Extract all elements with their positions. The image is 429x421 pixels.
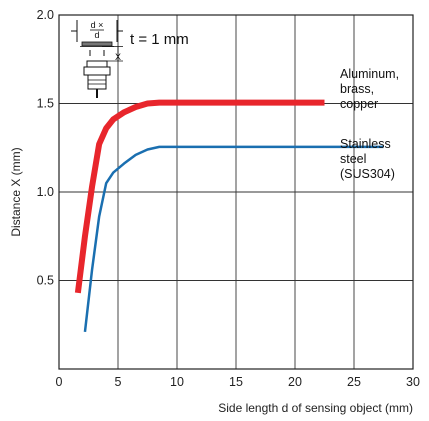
y-tick-label-2.0: 2.0	[37, 8, 54, 22]
legend-aluminum-line-2: brass,	[340, 82, 374, 96]
x-tick-label-20: 20	[288, 375, 302, 389]
y-tick-label-0.5: 0.5	[37, 274, 54, 288]
sensor-diagram-icon: d × d X	[71, 20, 123, 98]
tick-labels: 0 5 10 15 20 25 30 0.5 1.0 1.5 2.0	[37, 8, 420, 389]
y-tick-label-1.5: 1.5	[37, 97, 54, 111]
series-layer	[74, 99, 384, 332]
x-tick-label-10: 10	[170, 375, 184, 389]
series-line-1	[83, 145, 384, 332]
x-tick-label-0: 0	[56, 375, 63, 389]
x-tick-label-30: 30	[406, 375, 420, 389]
legend-aluminum-line-3: copper	[340, 97, 378, 111]
legend-aluminum-line-1: Aluminum,	[340, 67, 399, 81]
legend-aluminum: Aluminum, brass, copper	[340, 67, 399, 111]
y-tick-label-1.0: 1.0	[37, 185, 54, 199]
thickness-annotation: t = 1 mm	[130, 31, 189, 48]
x-tick-label-25: 25	[347, 375, 361, 389]
y-axis-title: Distance X (mm)	[9, 147, 23, 236]
series-line-0	[74, 99, 325, 294]
inset-label-d-times: d ×	[91, 20, 104, 30]
legend-stainless-line-2: steel	[340, 152, 366, 166]
x-axis-title: Side length d of sensing object (mm)	[218, 401, 413, 415]
grid-lines	[59, 15, 413, 369]
inset-label-x: X	[115, 52, 121, 62]
legend-stainless-line-1: Stainless	[340, 137, 391, 151]
x-tick-label-5: 5	[115, 375, 122, 389]
x-tick-label-15: 15	[229, 375, 243, 389]
legend-stainless: Stainless steel (SUS304)	[340, 137, 395, 181]
legend-stainless-line-3: (SUS304)	[340, 167, 395, 181]
inset-label-d: d	[94, 30, 99, 40]
plot-border	[58, 14, 414, 370]
